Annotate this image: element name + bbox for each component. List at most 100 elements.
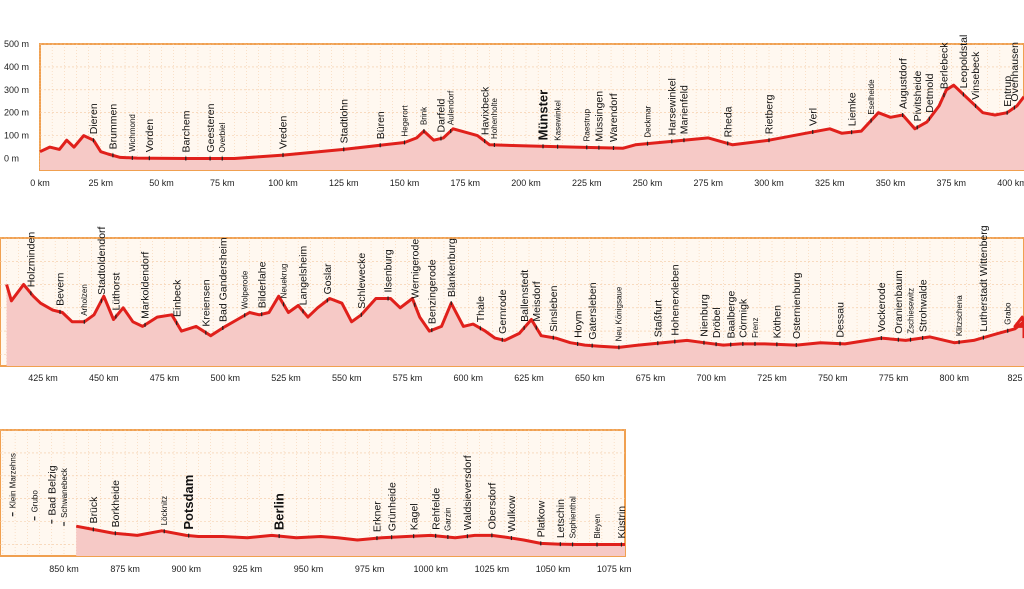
place-label: Potsdam [181,475,196,530]
x-tick-label: 950 km [294,564,324,574]
place-label: Deckmar [643,105,652,137]
place-label: Brück [88,496,100,524]
place-label: Wolperode [240,270,249,309]
place-label: Augustdorf [897,58,909,109]
place-label: Geesteren [205,103,217,152]
place-label: Havixbeck [479,86,491,135]
place-label: Büren [375,111,387,139]
x-tick-label: 175 km [450,178,480,188]
place-label: Barchem [180,110,192,152]
place-label: Löcknitz [160,496,169,525]
place-label: Blankenburg [446,238,458,297]
x-tick-label: 200 km [511,178,541,188]
place-label: Müssingen [594,91,606,142]
place-label: Arholzen [80,284,89,316]
place-label: Hoym [572,310,584,338]
place-label: Bilderlahe [256,261,268,308]
x-tick-label: 75 km [210,178,235,188]
y-tick-label: 300 m [4,85,29,95]
x-tick-label: 425 km [28,373,58,383]
x-tick-label: 750 km [818,373,848,383]
place-label: Thale [475,296,487,322]
x-tick-label: 600 km [453,373,483,383]
place-label: Rheda [722,106,734,137]
y-tick-label: 400 m [4,62,29,72]
y-tick-label: 0 m [4,154,19,164]
place-label: Letschin [555,499,567,538]
elevation-line [5,283,1024,349]
place-label: Grubo [30,490,39,513]
place-label: Warendorf [608,93,620,142]
x-tick-label: 225 km [572,178,602,188]
place-label: Dieren [88,103,100,134]
place-label: Sinsleben [548,285,560,331]
place-label: Köthen [772,305,784,338]
elevation-line [75,524,625,546]
x-tick-label: 325 km [815,178,845,188]
place-label: Obersdorf [487,483,499,530]
x-tick-label: 375 km [936,178,966,188]
place-label: Berlebeck [939,42,951,89]
elevation-area [76,526,625,556]
x-tick-label: 1050 km [536,564,571,574]
place-label: Erkner [372,501,384,532]
y-tick-label: 500 m [4,39,29,49]
x-tick-label: 900 km [171,564,201,574]
place-label: Sophienthal [568,496,577,538]
place-label: Ilsenburg [383,249,395,292]
elevation-area [6,284,1024,366]
x-tick-label: 925 km [233,564,263,574]
place-label: Lutherstadt Wittenberg [978,225,990,331]
place-label: Lüthorst [111,273,123,311]
place-label: Einbeck [171,279,183,317]
place-label: Schlewecke [356,253,368,309]
x-tick-label: 575 km [393,373,423,383]
place-label: Markoldendorf [140,252,152,319]
elevation-area [40,85,1024,170]
place-label: Leopoldstal [958,35,970,89]
x-tick-label: 1025 km [475,564,510,574]
place-label: Zschiesewitz [906,288,915,334]
x-tick-label: 700 km [696,373,726,383]
place-label: Aulendorf [446,90,455,125]
x-tick-label: 550 km [332,373,362,383]
x-tick-label: 300 km [754,178,784,188]
place-label: Wulkow [506,495,518,532]
x-tick-label: 125 km [329,178,359,188]
place-label: Ballenstedt [519,270,531,322]
x-tick-label: 725 km [757,373,787,383]
place-label: Gernrode [497,289,509,334]
x-tick-label: 1075 km [597,564,632,574]
place-label: Staßfurt [652,300,664,337]
place-label: Garzin [444,507,453,531]
x-tick-label: 500 km [210,373,240,383]
place-label: Kasewinkel [553,100,562,141]
place-label: Bad Belzig [46,465,58,515]
place-label: Dessau [835,302,847,338]
place-label: Cörmigk [738,298,750,338]
x-tick-label: 475 km [150,373,180,383]
place-label: Küstrin [616,506,628,539]
x-tick-label: 275 km [693,178,723,188]
place-label: Darfeld [436,98,448,132]
place-label: Neuekrug [279,264,288,299]
place-label: Rehfelde [430,488,442,530]
place-label: Brummen [108,104,120,150]
place-label: Vinsebeck [970,51,982,100]
x-tick-label: 50 km [149,178,174,188]
place-label: Pivitsheide [912,70,924,121]
place-label: Bevern [55,272,67,305]
place-label: Vreden [278,115,290,149]
place-label: Strohwalde [917,279,929,332]
place-label: Borkheide [110,480,122,527]
place-label: Neu Königsaue [615,286,624,341]
place-label: Dröbel [711,307,723,338]
x-tick-label: 250 km [633,178,663,188]
place-label: Harsewinkel [666,78,678,135]
place-label: Kagel [408,503,420,530]
place-label: Schwanebeck [60,467,69,518]
place-label: Wernigerode [409,239,421,299]
x-tick-label: 875 km [110,564,140,574]
place-label: Grünheide [386,482,398,531]
y-tick-label: 100 m [4,131,29,141]
